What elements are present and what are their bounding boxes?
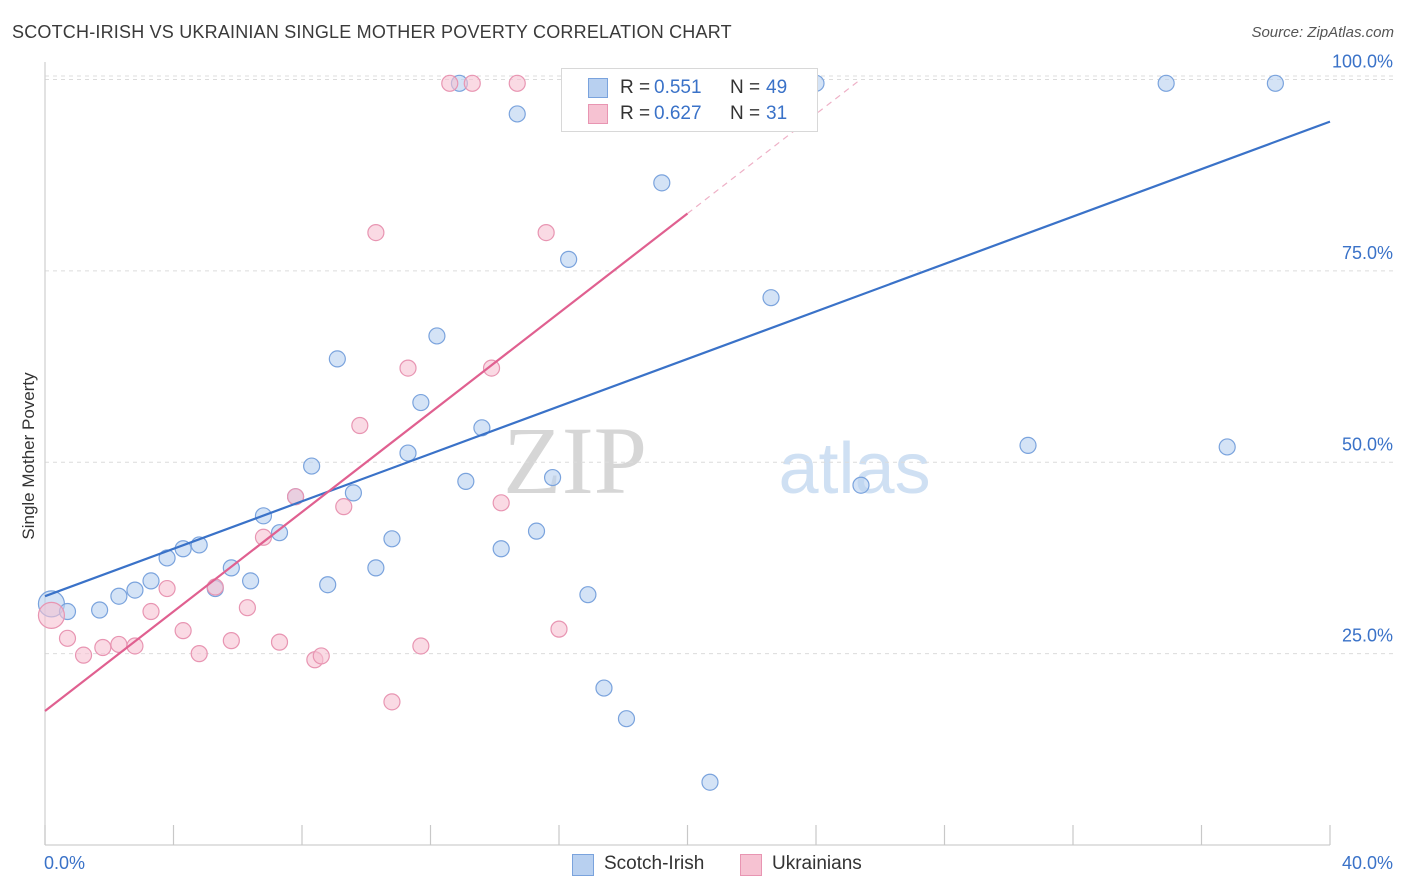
- n-value: 31: [766, 103, 788, 124]
- ukrainians-point: [537, 224, 555, 242]
- ukrainians-point: [351, 416, 369, 435]
- ukrainians-point: [37, 601, 66, 629]
- scotch-irish-point: [303, 457, 321, 475]
- y-tick-label: 100.0%: [1332, 52, 1393, 72]
- scotch-irish-point: [328, 350, 346, 368]
- ukrainians-point: [238, 599, 256, 617]
- scotch-irish-point: [367, 559, 385, 577]
- scotch-irish-point: [158, 549, 176, 567]
- n-value: 49: [766, 77, 788, 98]
- ukrainians-swatch-icon: [588, 104, 608, 124]
- ukrainians-point: [206, 578, 224, 596]
- scotch-irish-point: [653, 174, 671, 192]
- ukrainians-legend-icon: [740, 854, 762, 876]
- ukrainians-point: [142, 602, 160, 621]
- ukrainians-point: [508, 74, 526, 92]
- scotch-irish-point: [595, 679, 613, 697]
- scotch-irish-point: [428, 327, 446, 345]
- ukrainians-point: [399, 359, 417, 377]
- scotch-irish-point: [1266, 74, 1284, 92]
- ukrainians-point: [492, 494, 510, 512]
- ukrainians-point: [312, 647, 330, 665]
- scotch-irish-point: [560, 250, 578, 268]
- ukrainians-point: [190, 645, 208, 663]
- scotch-irish-point: [527, 522, 546, 540]
- scotch-irish-point: [383, 530, 401, 548]
- scotch-irish-point: [344, 484, 362, 502]
- n-label: N =: [730, 103, 761, 124]
- source-label: Source: ZipAtlas.com: [1251, 24, 1394, 41]
- scotch-irish-point: [579, 586, 597, 604]
- scotch-irish-point: [701, 773, 719, 791]
- scotch-irish-point: [1218, 438, 1236, 456]
- watermark-zip: ZIP: [503, 407, 647, 514]
- scotch-irish-point: [543, 468, 562, 487]
- scotch-irish-point: [508, 105, 526, 123]
- r-label: R =: [620, 77, 651, 98]
- x-tick-label: 0.0%: [44, 853, 85, 873]
- scotch-irish-trend-line: [44, 120, 1331, 598]
- scotch-irish-point: [1157, 74, 1175, 92]
- scotch-irish-legend-icon: [572, 854, 594, 876]
- ukrainians-point: [126, 637, 144, 655]
- y-axis-label: Single Mother Poverty: [19, 372, 38, 540]
- scotch-irish-point: [492, 540, 510, 558]
- scotch-irish-point: [412, 393, 430, 412]
- ukrainians-point: [383, 693, 401, 711]
- stats-row-scotch-irish: R = 0.551 N = 49: [562, 75, 817, 101]
- scotch-irish-point: [399, 444, 417, 462]
- scotch-irish-point: [91, 601, 109, 619]
- stats-row-ukrainians: R = 0.627 N = 31: [562, 101, 817, 127]
- legend-label: Scotch-Irish: [604, 853, 705, 874]
- ukrainians-point: [441, 74, 459, 92]
- scotch-irish-point: [1019, 436, 1037, 455]
- ukrainians-point: [270, 633, 289, 651]
- stats-box: R = 0.551 N = 49 R = 0.627 N = 31: [561, 68, 818, 132]
- ukrainians-point: [254, 528, 273, 546]
- x-tick-label: 40.0%: [1342, 853, 1393, 873]
- chart-title: SCOTCH-IRISH VS UKRAINIAN SINGLE MOTHER …: [12, 22, 732, 42]
- scotch-irish-point: [110, 587, 128, 605]
- scotch-irish-point: [319, 576, 337, 594]
- scotch-irish-point: [617, 710, 636, 728]
- ukrainians-point: [174, 622, 192, 640]
- ukrainians-point: [222, 632, 240, 650]
- y-tick-label: 25.0%: [1342, 626, 1393, 646]
- ukrainians-point: [463, 74, 481, 92]
- ukrainians-point: [550, 620, 568, 638]
- scotch-irish-point: [852, 476, 870, 494]
- r-value: 0.627: [654, 103, 702, 124]
- ukrainians-point: [158, 579, 176, 598]
- ukrainians-point: [58, 629, 77, 647]
- scotch-irish-point: [126, 581, 144, 599]
- scotch-irish-point: [762, 289, 780, 307]
- scotch-irish-point: [142, 572, 160, 590]
- ukrainians-trend-extension: [687, 81, 859, 214]
- r-label: R =: [620, 103, 651, 124]
- ukrainians-point: [412, 637, 430, 655]
- legend-label: Ukrainians: [772, 853, 862, 874]
- y-tick-label: 75.0%: [1342, 243, 1393, 263]
- y-tick-label: 50.0%: [1342, 434, 1393, 454]
- ukrainians-point: [335, 498, 353, 516]
- n-label: N =: [730, 77, 761, 98]
- watermark-atlas: atlas: [779, 429, 931, 509]
- r-value: 0.551: [654, 77, 702, 98]
- ukrainians-trend-line: [44, 212, 689, 712]
- ukrainians-point: [94, 638, 112, 657]
- ukrainians-point: [482, 359, 501, 377]
- scotch-irish-swatch-icon: [588, 78, 608, 98]
- scotch-irish-point: [270, 524, 289, 542]
- ukrainians-point: [367, 224, 385, 242]
- ukrainians-point: [74, 646, 93, 664]
- scotch-irish-point: [242, 572, 260, 590]
- scotch-irish-point: [457, 472, 475, 490]
